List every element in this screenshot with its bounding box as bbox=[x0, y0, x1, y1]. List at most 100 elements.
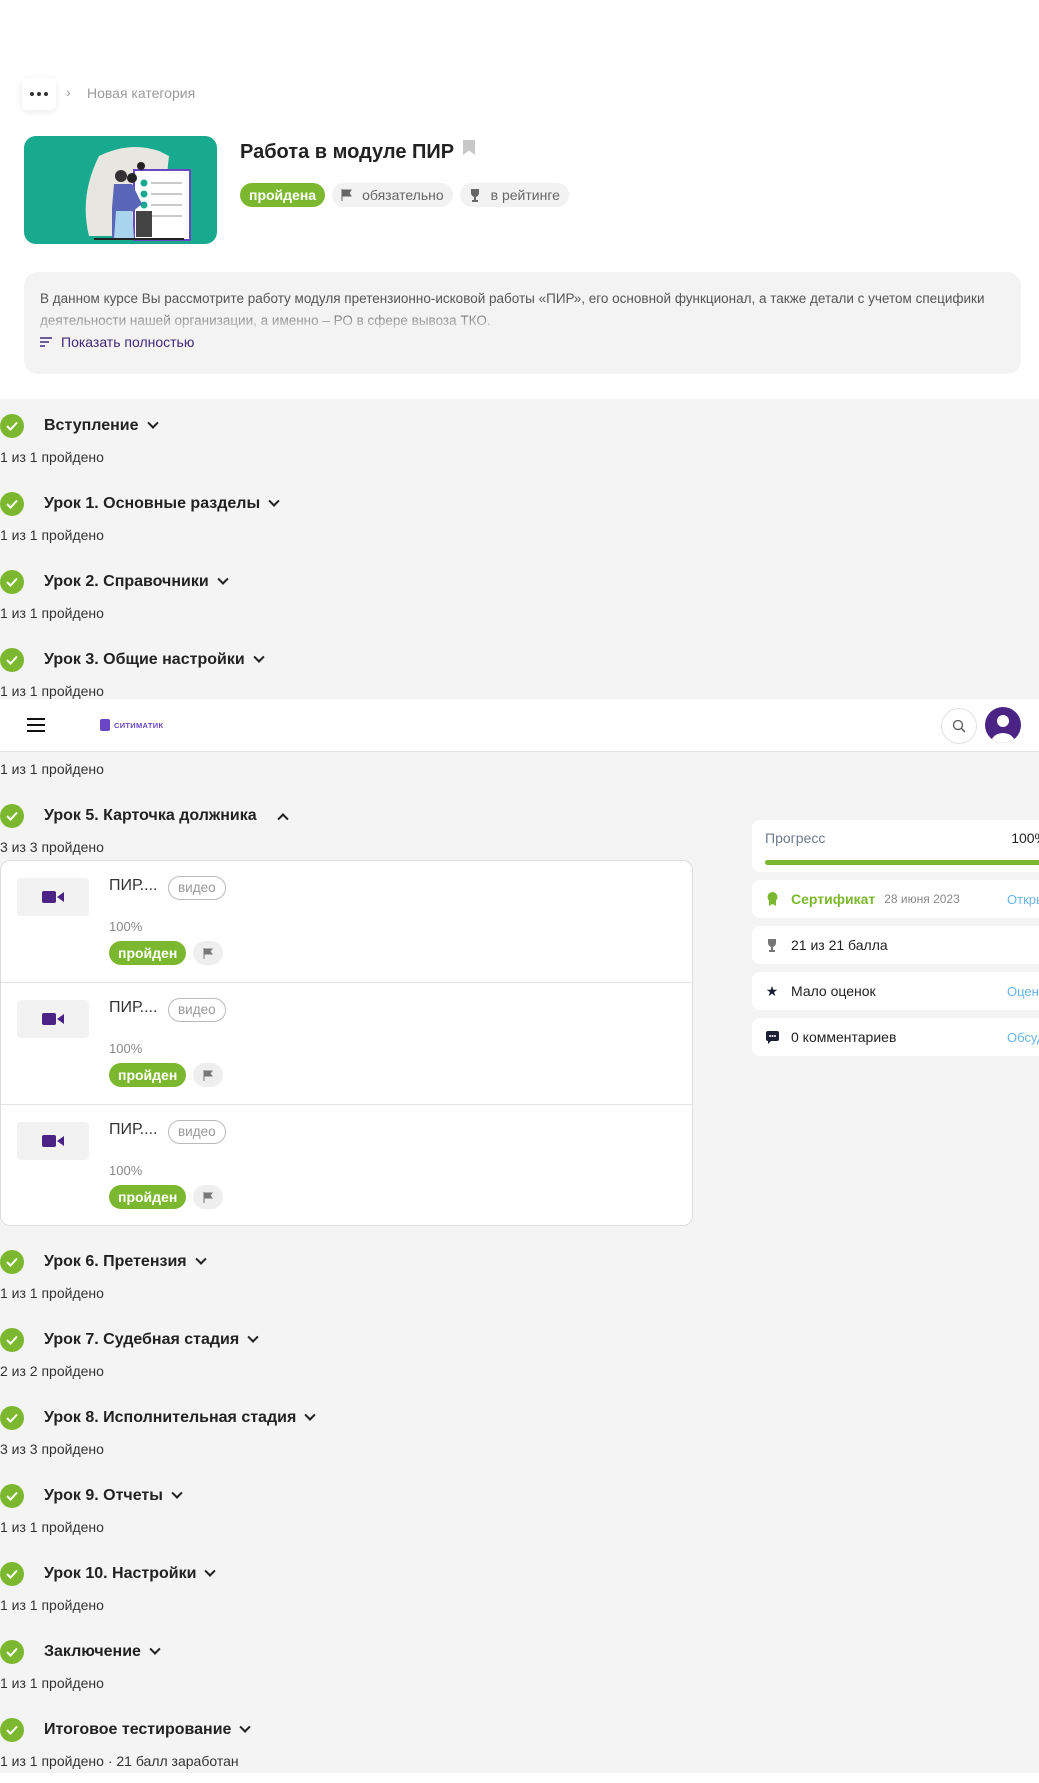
section-title: Вступление bbox=[44, 417, 139, 434]
chevron-down-icon[interactable] bbox=[268, 495, 280, 507]
list-item[interactable]: ПИР.... видео 100% пройден bbox=[1, 1105, 692, 1225]
rating-text: Мало оценок bbox=[791, 983, 876, 999]
course-section: Урок 8. Исполнительная стадия 3 из 3 прой… bbox=[0, 1400, 700, 1462]
section-header[interactable]: Урок 3. Общие настройки bbox=[0, 642, 700, 678]
discuss-link[interactable]: Обсудить bbox=[1007, 1029, 1039, 1045]
open-certificate-link[interactable]: Открыть bbox=[1007, 891, 1039, 907]
flag-icon bbox=[203, 1191, 213, 1203]
rate-link[interactable]: Оценить bbox=[1007, 983, 1039, 999]
section-header[interactable]: Урок 10. Настройки bbox=[0, 1556, 700, 1592]
course-section: Урок 10. Настройки 1 из 1 пройдено bbox=[0, 1556, 700, 1618]
chevron-down-icon[interactable] bbox=[247, 1331, 259, 1343]
score-text: 21 из 21 балла bbox=[791, 937, 888, 953]
check-circle-icon bbox=[0, 1250, 24, 1274]
section-header[interactable]: Урок 8. Исполнительная стадия bbox=[0, 1400, 700, 1436]
course-section: Заключение 1 из 1 пройдено bbox=[0, 1634, 700, 1696]
breadcrumb-more-button[interactable] bbox=[22, 78, 56, 110]
section-progress: 1 из 1 пройдено bbox=[0, 449, 104, 465]
flag-icon bbox=[203, 947, 213, 959]
trophy-icon bbox=[765, 938, 779, 952]
chevron-down-icon[interactable] bbox=[216, 573, 229, 585]
progress-card: Прогресс 100% bbox=[752, 820, 1039, 872]
section-header[interactable]: Вступление bbox=[0, 408, 700, 444]
check-circle-icon bbox=[0, 1718, 24, 1742]
section-header[interactable]: Итоговое тестирование bbox=[0, 1712, 700, 1748]
progress-value: 100% bbox=[1011, 830, 1039, 846]
section-title: Урок 7. Судебная стадия bbox=[44, 1331, 240, 1348]
section-progress: 1 из 1 пройдено · 21 балл заработан bbox=[0, 1753, 239, 1769]
status-badge: пройдена bbox=[240, 183, 326, 207]
flag-icon bbox=[341, 189, 353, 201]
chevron-down-icon[interactable] bbox=[253, 651, 265, 663]
chevron-down-icon[interactable] bbox=[204, 1565, 217, 1577]
search-button[interactable] bbox=[941, 708, 977, 744]
required-label: обязательно bbox=[362, 187, 444, 203]
section-header[interactable]: Урок 9. Отчеты bbox=[0, 1478, 700, 1514]
show-more-button[interactable]: Показать полностью bbox=[40, 334, 1005, 350]
chevron-down-icon[interactable] bbox=[194, 1253, 207, 1265]
section-header[interactable]: Урок 1. Основные разделы bbox=[0, 486, 700, 522]
section-progress: 3 из 3 пройдено bbox=[0, 839, 104, 855]
section-header[interactable]: Урок 5. Карточка должника bbox=[0, 798, 700, 834]
check-circle-icon bbox=[0, 570, 24, 594]
section-progress: 2 из 2 пройдено bbox=[0, 1363, 104, 1379]
video-camera-icon bbox=[42, 1013, 64, 1025]
check-circle-icon bbox=[0, 1640, 24, 1664]
chevron-down-icon[interactable] bbox=[146, 417, 159, 429]
list-item[interactable]: ПИР.... видео 100% пройден bbox=[1, 861, 692, 983]
check-circle-icon bbox=[0, 1406, 24, 1430]
section-header[interactable]: Урок 7. Судебная стадия bbox=[0, 1322, 700, 1358]
video-camera-icon bbox=[42, 891, 64, 903]
breadcrumb-category[interactable]: Новая категория bbox=[87, 85, 196, 101]
section-progress: 1 из 1 пройдено bbox=[0, 1675, 104, 1691]
section-title: Урок 6. Претензия bbox=[44, 1253, 187, 1270]
lines-icon bbox=[40, 337, 52, 347]
item-status-badge: пройден bbox=[109, 941, 187, 965]
top-navbar: СИТИМАТИК bbox=[0, 699, 1039, 752]
section-progress: 1 из 1 пройдено bbox=[0, 1285, 104, 1301]
section-header[interactable]: Урок 6. Претензия bbox=[0, 1244, 700, 1280]
check-circle-icon bbox=[0, 492, 24, 516]
rating-label: в рейтинге bbox=[490, 187, 560, 203]
item-type-tag: видео bbox=[168, 998, 226, 1022]
certificate-label: Сертификат bbox=[791, 891, 876, 907]
item-title[interactable]: ПИР.... bbox=[109, 1121, 158, 1138]
check-circle-icon bbox=[0, 1328, 24, 1352]
menu-icon[interactable] bbox=[27, 718, 45, 732]
rating-chip: в рейтинге bbox=[459, 183, 569, 207]
chevron-down-icon[interactable] bbox=[239, 1721, 252, 1733]
item-title[interactable]: ПИР.... bbox=[109, 877, 158, 894]
chevron-down-icon[interactable] bbox=[149, 1643, 161, 1655]
course-title: Работа в модуле ПИР bbox=[240, 141, 455, 163]
course-thumbnail bbox=[24, 136, 217, 244]
logo[interactable]: СИТИМАТИК bbox=[100, 719, 163, 731]
progress-bar-fill bbox=[765, 860, 1039, 865]
section-header[interactable]: Урок 2. Справочники bbox=[0, 564, 700, 600]
description-text: В данном курсе Вы рассмотрите работу мод… bbox=[40, 291, 985, 328]
list-item[interactable]: ПИР.... видео 100% пройден bbox=[1, 983, 692, 1105]
item-status-badge: пройден bbox=[109, 1185, 187, 1209]
lesson-items-card: ПИР.... видео 100% пройден ПИР.... видео 100% п… bbox=[0, 860, 693, 1226]
bookmark-icon[interactable] bbox=[463, 140, 475, 155]
item-type-tag: видео bbox=[168, 1120, 226, 1144]
section-title: Урок 2. Справочники bbox=[44, 573, 209, 590]
section-progress: 1 из 1 пройдено bbox=[0, 683, 104, 699]
chevron-down-icon[interactable] bbox=[171, 1487, 183, 1499]
avatar[interactable] bbox=[985, 707, 1021, 743]
chevron-up-icon[interactable] bbox=[276, 813, 289, 825]
course-description: В данном курсе Вы рассмотрите работу мод… bbox=[24, 272, 1021, 374]
section-header[interactable]: Заключение bbox=[0, 1634, 700, 1670]
item-thumbnail bbox=[17, 1000, 89, 1038]
course-section: Урок 1. Основные разделы 1 из 1 пройдено bbox=[0, 486, 700, 548]
section-list: Вступление 1 из 1 пройдено Урок 1. Основны… bbox=[0, 408, 700, 1783]
comments-text: 0 комментариев bbox=[791, 1029, 897, 1045]
logo-mark bbox=[100, 719, 110, 731]
course-section: Итоговое тестирование 1 из 1 пройдено · 2… bbox=[0, 1712, 700, 1774]
course-section: Вступление 1 из 1 пройдено bbox=[0, 408, 700, 470]
chevron-down-icon[interactable] bbox=[304, 1409, 316, 1421]
section-title: Урок 5. Карточка должника bbox=[44, 807, 257, 824]
check-circle-icon bbox=[0, 648, 24, 672]
section-title: Итоговое тестирование bbox=[44, 1721, 232, 1738]
section-title: Урок 9. Отчеты bbox=[44, 1487, 163, 1504]
item-title[interactable]: ПИР.... bbox=[109, 999, 158, 1016]
